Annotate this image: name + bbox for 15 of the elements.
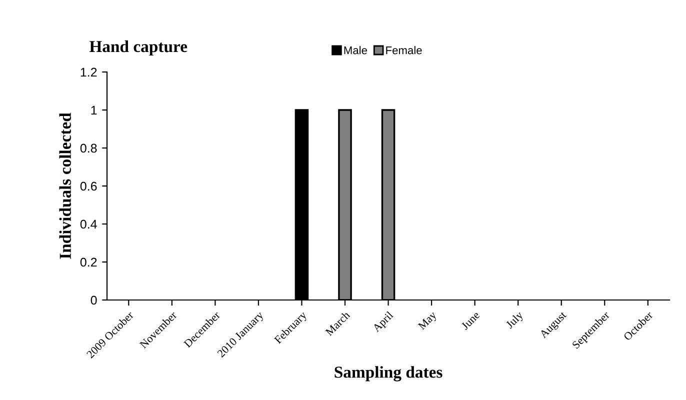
x-tick-label: June [460,310,480,330]
chart-title: Hand capture [89,40,188,56]
y-axis-title: Individuals collected [59,112,72,259]
y-tick-label: 1 [91,106,97,115]
legend-label: Male [344,46,367,54]
x-tick-label: May [418,310,439,332]
y-tick-label: 0 [90,296,97,305]
x-tick-label: July [505,310,526,330]
y-tick-label: 0.2 [80,258,97,267]
y-tick-label: 0.6 [80,182,97,191]
y-tick-label: 1.2 [80,68,97,77]
y-tick-label: 0.8 [80,144,97,153]
legend-label: Female [386,46,422,54]
y-tick-label: 0.4 [80,220,97,229]
x-axis-title: Sampling dates [334,366,442,382]
